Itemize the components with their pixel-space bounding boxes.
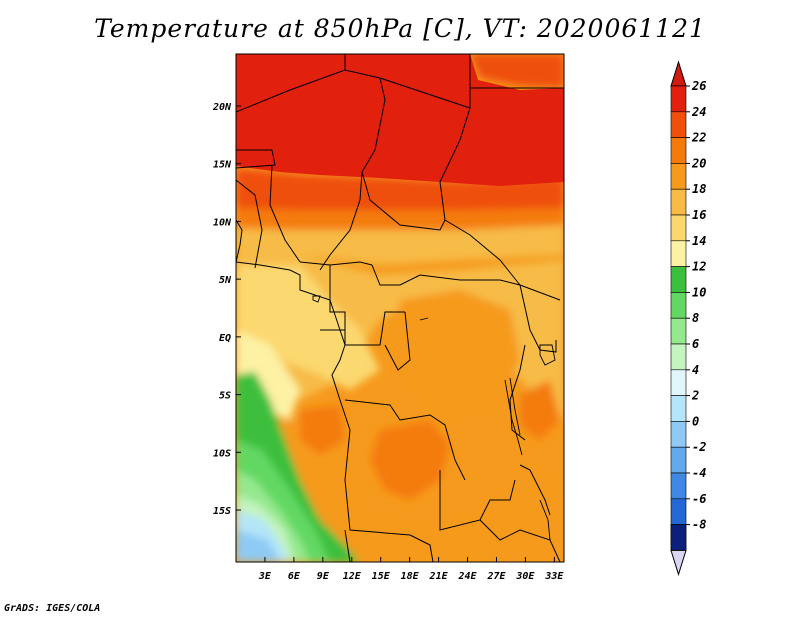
colorbar-band [670, 266, 687, 293]
lon-tick-label: 27E [486, 571, 506, 582]
latitude-axis: 20N 15N 10N 5N EQ 5S 10S 15S [212, 102, 241, 517]
lon-tick-label: 9E [317, 571, 330, 582]
colorbar-band [670, 137, 687, 164]
colorbar-label: 26 [691, 79, 706, 93]
colorbar-band [670, 498, 687, 525]
lon-tick-label: 3E [258, 571, 272, 582]
colorbar-band [670, 472, 687, 500]
lat-tick-label: 5N [219, 275, 232, 286]
lat-tick-label: 5S [219, 391, 231, 402]
page-title: Temperature at 850hPa [C], VT: 202006112… [94, 14, 706, 43]
colorbar-label: 16 [692, 208, 706, 222]
colorbar-band [670, 343, 687, 371]
colorbar-label: 20 [691, 156, 706, 170]
lon-tick-label: 6E [288, 571, 301, 582]
lat-tick-label: EQ [219, 333, 231, 344]
colorbar-label: 2 [691, 389, 699, 403]
colorbar-band [670, 240, 687, 267]
colorbar-band [670, 395, 687, 422]
lon-tick-label: 30E [515, 571, 535, 582]
lon-tick-label: 24E [457, 571, 477, 582]
colorbar-band [670, 292, 687, 319]
lakes [312, 295, 556, 541]
credit-label: GrADS: IGES/COLA [4, 603, 101, 614]
lon-tick-label: 15E [372, 571, 391, 582]
colorbar-band [670, 421, 687, 448]
colorbar-label: 12 [692, 260, 706, 274]
colorbar-label: 18 [692, 182, 706, 196]
colorbar-label: -8 [692, 518, 706, 532]
colorbar-label: -2 [692, 440, 706, 454]
lat-tick-label: 15S [213, 506, 231, 517]
map-frame [235, 53, 565, 563]
colorbar-band [670, 111, 687, 138]
colorbar-label: 14 [692, 234, 706, 248]
colorbar-label: -4 [692, 466, 706, 480]
colorbar-label: 22 [691, 131, 706, 145]
lat-tick-label: 15N [213, 160, 232, 171]
colorbar-label: 24 [691, 105, 706, 119]
colorbar-band [670, 317, 687, 345]
colorbar-label: 6 [692, 337, 699, 351]
colorbar-band [670, 85, 687, 113]
longitude-axis: 3E 6E 9E 12E 15E 18E 21E 24E 27E 30E 33E [258, 557, 564, 582]
colorbar-band [670, 214, 687, 242]
colorbar-label: 8 [692, 311, 699, 325]
colorbar-band [670, 446, 687, 474]
colorbar-label: 10 [692, 285, 706, 299]
lon-tick-label: 21E [429, 571, 449, 582]
lat-tick-label: 10N [213, 217, 232, 228]
colorbar-band [670, 163, 687, 190]
colorbar-band [670, 188, 687, 216]
colorbar-bottom-band [670, 524, 687, 551]
colorbar-bottom-arrow [670, 549, 687, 577]
colorbar-label: 0 [692, 414, 699, 428]
lon-tick-label: 33E [544, 571, 564, 582]
colorbar-label: 4 [692, 363, 699, 377]
colorbar-label: -6 [692, 492, 706, 506]
lat-tick-label: 20N [212, 102, 232, 113]
colorbar-band [670, 369, 687, 396]
lon-tick-label: 18E [401, 571, 420, 582]
colorbar-top-arrow [670, 60, 687, 87]
lon-tick-label: 12E [343, 571, 362, 582]
coastline [235, 219, 351, 431]
lat-tick-label: 10S [213, 448, 231, 459]
temperature-field [236, 54, 564, 562]
